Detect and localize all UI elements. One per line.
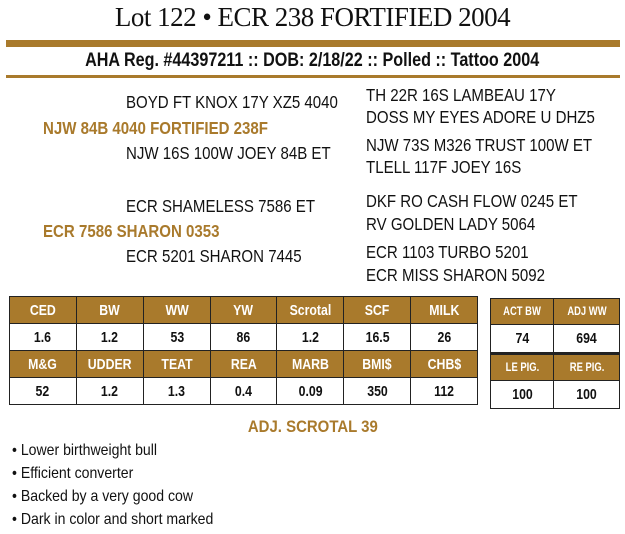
actual-header-row: LE PIG. RE PIG. [489, 352, 620, 381]
epd-value: 26 [410, 323, 478, 351]
epd-header-row: M&G UDDER TEAT REA MARB BMI$ CHB$ [9, 350, 478, 378]
epd-value-row: 52 1.2 1.3 0.4 0.09 350 112 [9, 377, 478, 405]
epd-value: 86 [209, 323, 278, 351]
dam: ECR 7586 SHARON 0353 [43, 221, 220, 241]
actual-header-row: ACT BW ADJ WW [489, 298, 620, 325]
epd-header: CED [9, 296, 77, 324]
epd-header: REA [209, 350, 278, 378]
actual-value: 74 [489, 324, 555, 354]
title-divider [6, 40, 620, 47]
epd-header: CHB$ [410, 350, 478, 378]
epd-header: TEAT [142, 350, 211, 378]
actual-value: 694 [553, 324, 620, 354]
actual-header: RE PIG. [553, 352, 620, 381]
actual-value: 100 [489, 380, 555, 409]
epd-value: 350 [343, 377, 412, 405]
actual-value: 100 [553, 380, 620, 409]
bullet-item: • Lower birthweight bull [12, 442, 158, 459]
epd-value: 52 [9, 377, 77, 405]
epd-value: 1.3 [142, 377, 211, 405]
epd-header: YW [209, 296, 278, 324]
epd-value: 1.2 [276, 323, 345, 351]
sire-dam: NJW 16S 100W JOEY 84B ET [126, 143, 331, 163]
dam-dam-dam: ECR MISS SHARON 5092 [366, 265, 545, 285]
sire-dam-dam: TLELL 117F JOEY 16S [366, 157, 522, 177]
actual-header: LE PIG. [489, 352, 555, 381]
actual-header: ACT BW [489, 298, 555, 325]
epd-value: 1.2 [75, 323, 144, 351]
epd-header-row: CED BW WW YW Scrotal SCF MILK [9, 296, 478, 324]
epd-value-row: 1.6 1.2 53 86 1.2 16.5 26 [9, 323, 478, 351]
dam-dam-sire: ECR 1103 TURBO 5201 [366, 242, 529, 262]
epd-value: 0.09 [276, 377, 345, 405]
epd-table: CED BW WW YW Scrotal SCF MILK 1.6 1.2 53… [9, 296, 478, 405]
bullet-item: • Backed by a very good cow [12, 488, 194, 505]
sire-sire-sire: TH 22R 16S LAMBEAU 17Y [366, 85, 556, 105]
epd-header: Scrotal [276, 296, 345, 324]
epd-value: 16.5 [343, 323, 412, 351]
lot-title: Lot 122 • ECR 238 FORTIFIED 2004 [114, 2, 511, 32]
epd-value: 0.4 [209, 377, 278, 405]
epd-header: MARB [276, 350, 345, 378]
bullet-item: • Dark in color and short marked [12, 511, 214, 528]
sire-dam-sire: NJW 73S M326 TRUST 100W ET [366, 135, 593, 155]
epd-value: 1.6 [9, 323, 77, 351]
actual-value-row: 74 694 [489, 324, 620, 354]
sire-sire-dam: DOSS MY EYES ADORE U DHZ5 [366, 107, 595, 127]
epd-value: 112 [410, 377, 478, 405]
dam-sire-sire: DKF RO CASH FLOW 0245 ET [366, 191, 578, 211]
adj-scrotal: ADJ. SCROTAL 39 [247, 417, 378, 436]
dam-sire: ECR SHAMELESS 7586 ET [126, 196, 316, 216]
epd-header: MILK [410, 296, 478, 324]
bullet-item: • Efficient converter [12, 465, 134, 482]
registration-text: AHA Reg. #44397211 :: DOB: 2/18/22 :: Po… [85, 50, 540, 71]
epd-header: M&G [9, 350, 77, 378]
actual-header: ADJ WW [553, 298, 620, 325]
registration-line: AHA Reg. #44397211 :: DOB: 2/18/22 :: Po… [0, 47, 625, 74]
dam-dam: ECR 5201 SHARON 7445 [126, 246, 302, 266]
epd-header: BMI$ [343, 350, 412, 378]
actual-value-row: 100 100 [489, 380, 620, 409]
epd-header: SCF [343, 296, 412, 324]
adj-scrotal-line: ADJ. SCROTAL 39 [0, 417, 625, 437]
epd-header: WW [142, 296, 211, 324]
dam-sire-dam: RV GOLDEN LADY 5064 [366, 214, 536, 234]
epd-header: BW [75, 296, 144, 324]
epd-header: UDDER [75, 350, 144, 378]
actual-data-table: ACT BW ADJ WW 74 694 LE PIG. RE PIG. 100… [489, 298, 620, 409]
epd-value: 1.2 [75, 377, 144, 405]
sire-sire: BOYD FT KNOX 17Y XZ5 4040 [126, 92, 338, 112]
sire: NJW 84B 4040 FORTIFIED 238F [43, 118, 268, 138]
registration-divider [6, 75, 620, 78]
epd-value: 53 [142, 323, 211, 351]
